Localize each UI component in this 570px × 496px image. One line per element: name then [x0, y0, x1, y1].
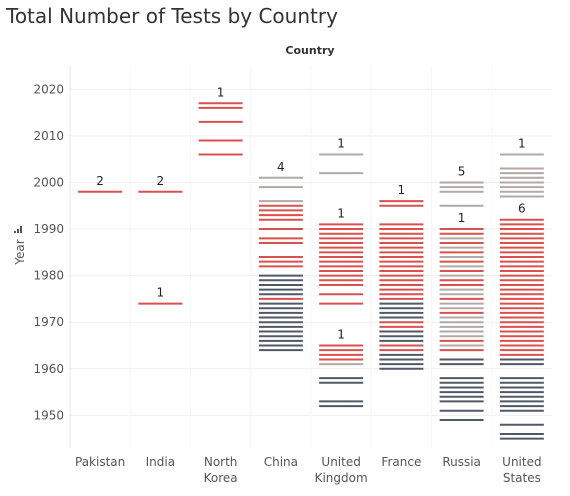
count-label: 4	[277, 160, 285, 174]
y-tick-label: 1990	[33, 222, 64, 236]
count-label: 1	[458, 211, 466, 225]
chart-title: Total Number of Tests by Country	[6, 4, 338, 28]
sort-icon	[14, 226, 22, 233]
category-label: China	[264, 455, 298, 469]
y-tick-label: 2020	[33, 82, 64, 96]
y-tick-label: 2010	[33, 129, 64, 143]
category-label: United	[321, 455, 360, 469]
y-tick-label: 2000	[33, 175, 64, 189]
count-label: 1	[337, 206, 345, 220]
count-label: 1	[518, 137, 526, 151]
y-tick-label: 1960	[33, 362, 64, 376]
category-label: Kingdom	[315, 471, 368, 485]
category-label: Russia	[442, 455, 481, 469]
y-tick-label: 1980	[33, 269, 64, 283]
category-label: States	[503, 471, 541, 485]
count-label: 1	[398, 183, 406, 197]
count-label: 1	[337, 328, 345, 342]
category-label: Korea	[204, 471, 238, 485]
count-label: 1	[217, 85, 225, 99]
gridlines	[69, 66, 552, 448]
count-label: 5	[458, 164, 466, 178]
category-label: North	[204, 455, 238, 469]
category-label: India	[146, 455, 175, 469]
count-label: 2	[157, 174, 165, 188]
category-label: France	[381, 455, 421, 469]
y-axis-label: Year	[13, 239, 27, 265]
y-axis: 1950 1960 1970 1980 1990 2000 2010 2020	[33, 82, 64, 422]
count-labels: 2 2 1 1 4 1 1 1 1 5 1 1 6	[96, 85, 525, 341]
y-tick-label: 1950	[33, 408, 64, 422]
tick-marks	[78, 102, 544, 440]
column-header: Country	[285, 44, 334, 57]
category-labels: Pakistan India North Korea China United Kingdo…	[75, 455, 542, 485]
count-label: 1	[337, 137, 345, 151]
category-label: United	[502, 455, 541, 469]
category-label: Pakistan	[75, 455, 125, 469]
count-label: 2	[96, 174, 104, 188]
count-label: 1	[157, 286, 165, 300]
count-label: 6	[518, 202, 526, 216]
y-tick-label: 1970	[33, 315, 64, 329]
